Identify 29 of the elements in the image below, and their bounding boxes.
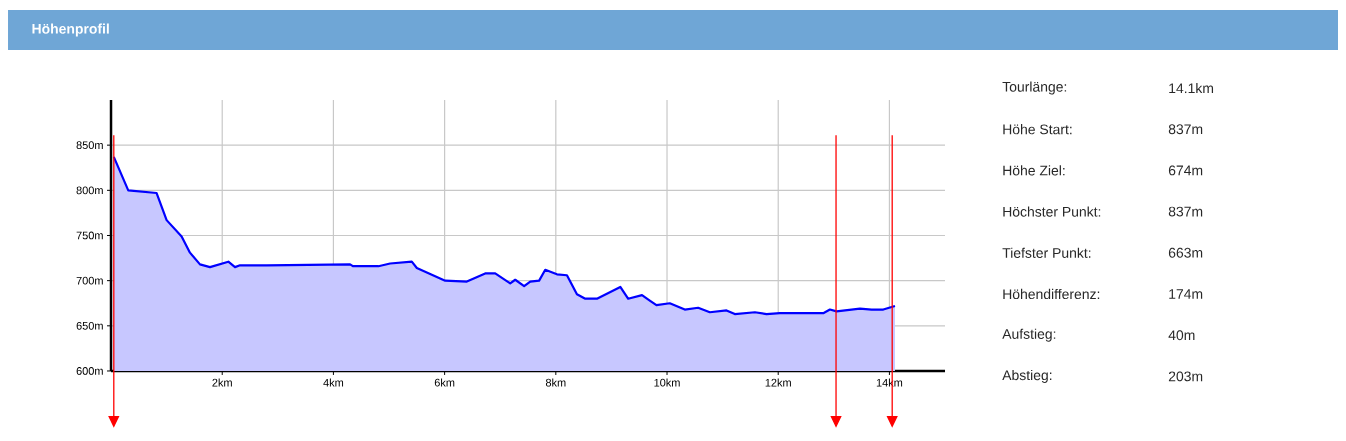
chart-title: Höhenprofil	[32, 23, 109, 37]
x-tick-label: 10km	[654, 378, 680, 387]
x-tick-label: 4km	[323, 378, 344, 387]
text: Höhe Ziel:	[1003, 165, 1065, 176]
text: 203m	[1168, 371, 1203, 382]
text: Höhe Start:	[1003, 124, 1072, 135]
text: Abstieg:	[1002, 369, 1052, 383]
text: Höhendifferenz:	[1003, 288, 1100, 300]
x-tick-label: 6km	[434, 378, 455, 387]
y-tick-label: 800m	[76, 186, 103, 195]
y-tick-label: 700m	[76, 276, 103, 285]
text: 837m	[1168, 124, 1203, 135]
text: 663m	[1168, 247, 1203, 258]
x-tick-label: 8km	[545, 378, 566, 387]
x-tick-label: 12km	[765, 378, 791, 387]
text: 837m	[1168, 206, 1203, 217]
text: 40m	[1168, 330, 1195, 341]
y-tick-label: 750m	[76, 231, 103, 240]
text: 14.1km	[1169, 82, 1214, 94]
text: 174m	[1169, 289, 1203, 299]
text: Höchster Punkt:	[1003, 206, 1101, 217]
y-tick-label: 600m	[76, 367, 103, 375]
y-tick-label: 850m	[76, 141, 103, 150]
text: 674m	[1168, 165, 1203, 176]
text: Aufstieg:	[1002, 328, 1056, 342]
text: Tourlänge:	[1002, 81, 1067, 95]
y-tick-label: 650m	[76, 321, 103, 330]
x-tick-label: 2km	[212, 378, 232, 387]
text: Tiefster Punkt:	[1002, 247, 1091, 258]
